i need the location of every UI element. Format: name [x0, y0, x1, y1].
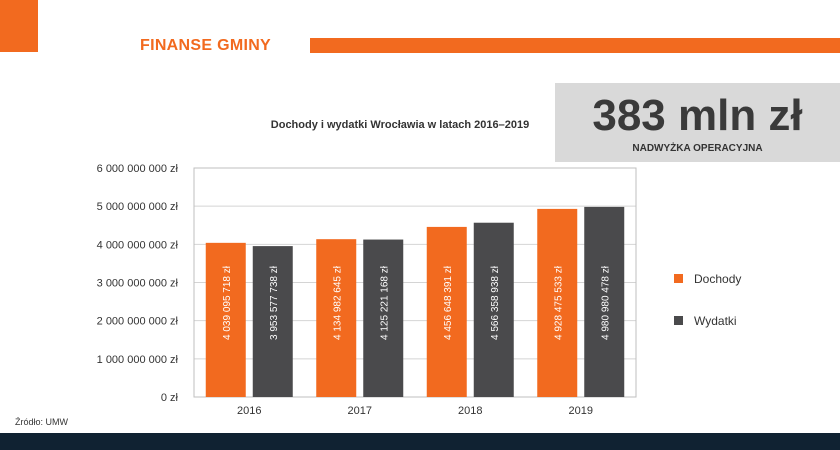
legend-swatch-wydatki — [674, 316, 683, 325]
bar-dochody-2018 — [426, 226, 467, 397]
bar-data-label: 4 566 358 938 zł — [490, 265, 501, 340]
y-tick-label: 2 000 000 000 zł — [97, 316, 179, 328]
x-tick-label: 2018 — [458, 405, 482, 417]
kpi-box: 383 mln zł NADWYŻKA OPERACYJNA — [555, 83, 840, 162]
section-title: FINANSE GMINY — [140, 37, 272, 54]
title-accent-bar — [310, 38, 840, 53]
bar-wydatki-2017 — [363, 239, 404, 397]
legend-swatch-dochody — [674, 274, 683, 283]
y-tick-label: 1 000 000 000 zł — [97, 354, 179, 366]
y-tick-label: 0 zł — [161, 392, 179, 404]
corner-accent-block — [0, 0, 38, 52]
bar-dochody-2019 — [537, 208, 578, 397]
source-note: Źródło: UMW — [15, 417, 69, 427]
bar-data-label: 4 456 648 391 zł — [443, 265, 454, 340]
kpi-label: NADWYŻKA OPERACYJNA — [632, 143, 763, 154]
y-tick-label: 5 000 000 000 zł — [97, 201, 179, 213]
bar-chart: 0 zł 1 000 000 000 zł 2 000 000 000 zł 3 00… — [97, 163, 742, 417]
bar-data-label: 4 928 475 533 zł — [553, 265, 564, 340]
x-tick-label: 2017 — [348, 405, 372, 417]
bar-data-label: 4 134 982 645 zł — [332, 265, 343, 340]
kpi-value: 383 mln zł — [592, 91, 803, 140]
bar-data-label: 4 980 980 478 zł — [600, 265, 611, 340]
plot-area-border — [193, 167, 637, 398]
chart-title: Dochody i wydatki Wrocławia w latach 201… — [270, 119, 530, 131]
bar-dochody-2017 — [316, 239, 357, 397]
bar-wydatki-2018 — [473, 222, 514, 397]
bar-data-label: 3 953 577 738 zł — [269, 265, 280, 340]
x-tick-label: 2016 — [237, 405, 261, 417]
bar-data-label: 4 039 095 718 zł — [222, 265, 233, 340]
bar-data-label: 4 125 221 168 zł — [379, 265, 390, 340]
bar-wydatki-2016 — [252, 246, 293, 397]
bar-dochody-2016 — [205, 242, 246, 397]
legend-label-wydatki: Wydatki — [694, 314, 737, 328]
legend-label-dochody: Dochody — [694, 272, 741, 286]
x-tick-label: 2019 — [569, 405, 593, 417]
footer-bar — [0, 433, 840, 450]
bar-wydatki-2019 — [584, 206, 625, 397]
y-tick-label: 4 000 000 000 zł — [97, 239, 179, 251]
y-tick-label: 6 000 000 000 zł — [97, 163, 179, 175]
y-tick-label: 3 000 000 000 zł — [97, 278, 179, 290]
